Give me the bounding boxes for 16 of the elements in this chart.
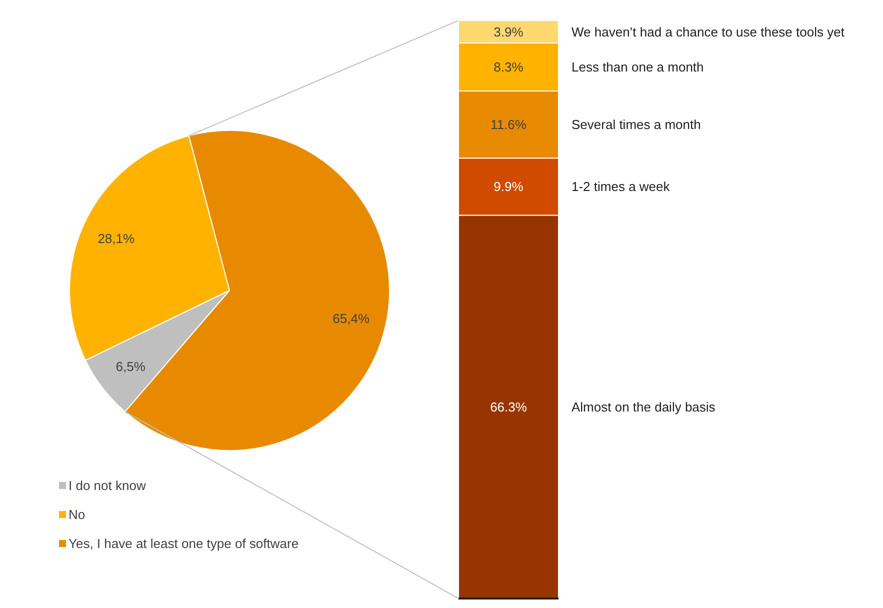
series-label: 1-2 times a week bbox=[572, 179, 670, 194]
data-label: 8.3% bbox=[494, 60, 524, 75]
series-label: Less than one a month bbox=[572, 60, 704, 75]
legend-label: I do not know bbox=[68, 478, 146, 493]
data-label: 66.3% bbox=[490, 399, 528, 414]
data-label: 11.6% bbox=[490, 117, 527, 132]
data-label: 3.9% bbox=[494, 24, 524, 40]
legend-label: No bbox=[68, 507, 86, 522]
data-label: 65,4% bbox=[332, 311, 370, 326]
data-label: 9.9% bbox=[494, 179, 524, 194]
series-label: Several times a month bbox=[572, 117, 701, 132]
data-label: 6,5% bbox=[116, 359, 146, 374]
series-label: Almost on the daily basis bbox=[572, 399, 716, 414]
series-label: We haven’t had a chance to use these tools yet bbox=[572, 24, 845, 40]
data-label: 28,1% bbox=[98, 230, 136, 246]
legend-label: Yes, I have at least one type of software bbox=[68, 536, 299, 551]
